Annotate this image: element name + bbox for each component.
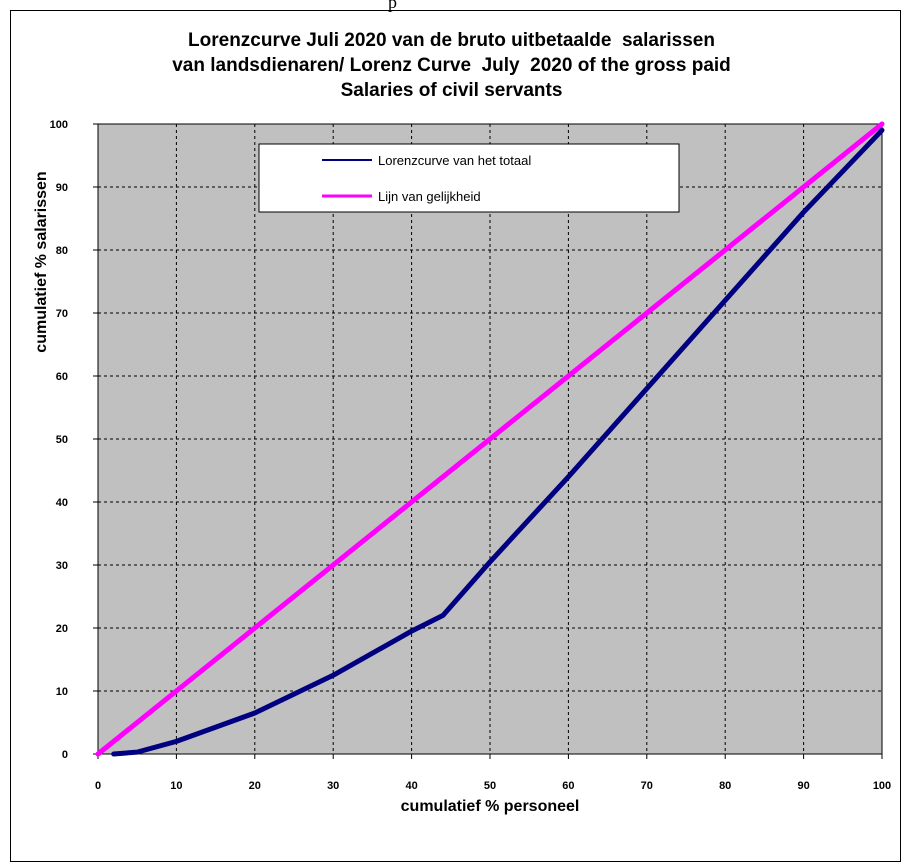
- y-tick-label: 100: [50, 119, 68, 131]
- y-tick-label: 20: [56, 623, 68, 635]
- chart-title-line-2: van landsdienaren/ Lorenz Curve July 202…: [172, 55, 731, 76]
- x-tick-label: 80: [719, 780, 731, 792]
- legend-label-equality: Lijn van gelijkheid: [378, 189, 481, 204]
- series-lines: [95, 121, 885, 757]
- chart-title-line-1: Lorenzcurve Juli 2020 van de bruto uitbe…: [188, 30, 715, 51]
- x-axis-title: cumulatief % personeel: [401, 798, 580, 815]
- y-axis-title: cumulatief % salarissen: [33, 171, 50, 352]
- legend-box: [258, 143, 680, 213]
- y-tick-label: 80: [56, 245, 68, 257]
- legend-label-lorenzcurve: Lorenzcurve van het totaal: [378, 153, 531, 168]
- series-line-lorenzcurve: [111, 127, 885, 757]
- top-text: p: [388, 0, 397, 12]
- series-line-equality: [95, 121, 885, 757]
- chart-title-line-3: Salaries of civil servants: [340, 80, 563, 101]
- y-tick-label: 10: [56, 686, 68, 698]
- y-tick-label: 70: [56, 308, 68, 320]
- y-tick-label: 50: [56, 434, 68, 446]
- x-tick-label: 30: [327, 780, 339, 792]
- x-tick-label: 50: [484, 780, 496, 792]
- x-tick-label: 40: [405, 780, 417, 792]
- x-tick-label: 10: [170, 780, 182, 792]
- x-tick-label: 100: [873, 780, 891, 792]
- legend: Lorenzcurve van het totaal Lijn van geli…: [258, 143, 680, 213]
- y-tick-label: 90: [56, 182, 68, 194]
- x-tick-label: 0: [95, 780, 101, 792]
- y-tick-label: 60: [56, 371, 68, 383]
- x-tick-label: 20: [249, 780, 261, 792]
- x-tick-label: 70: [641, 780, 653, 792]
- x-tick-label: 60: [562, 780, 574, 792]
- x-tick-label: 90: [797, 780, 809, 792]
- axes: [93, 123, 883, 759]
- y-tick-label: 30: [56, 560, 68, 572]
- tick-labels: 0 10 20 30 40 50 60 70 80 90 100 0 10 20 30 40 50 60 70 80 9…: [50, 119, 892, 792]
- y-tick-label: 40: [56, 497, 68, 509]
- y-tick-label: 0: [62, 749, 68, 761]
